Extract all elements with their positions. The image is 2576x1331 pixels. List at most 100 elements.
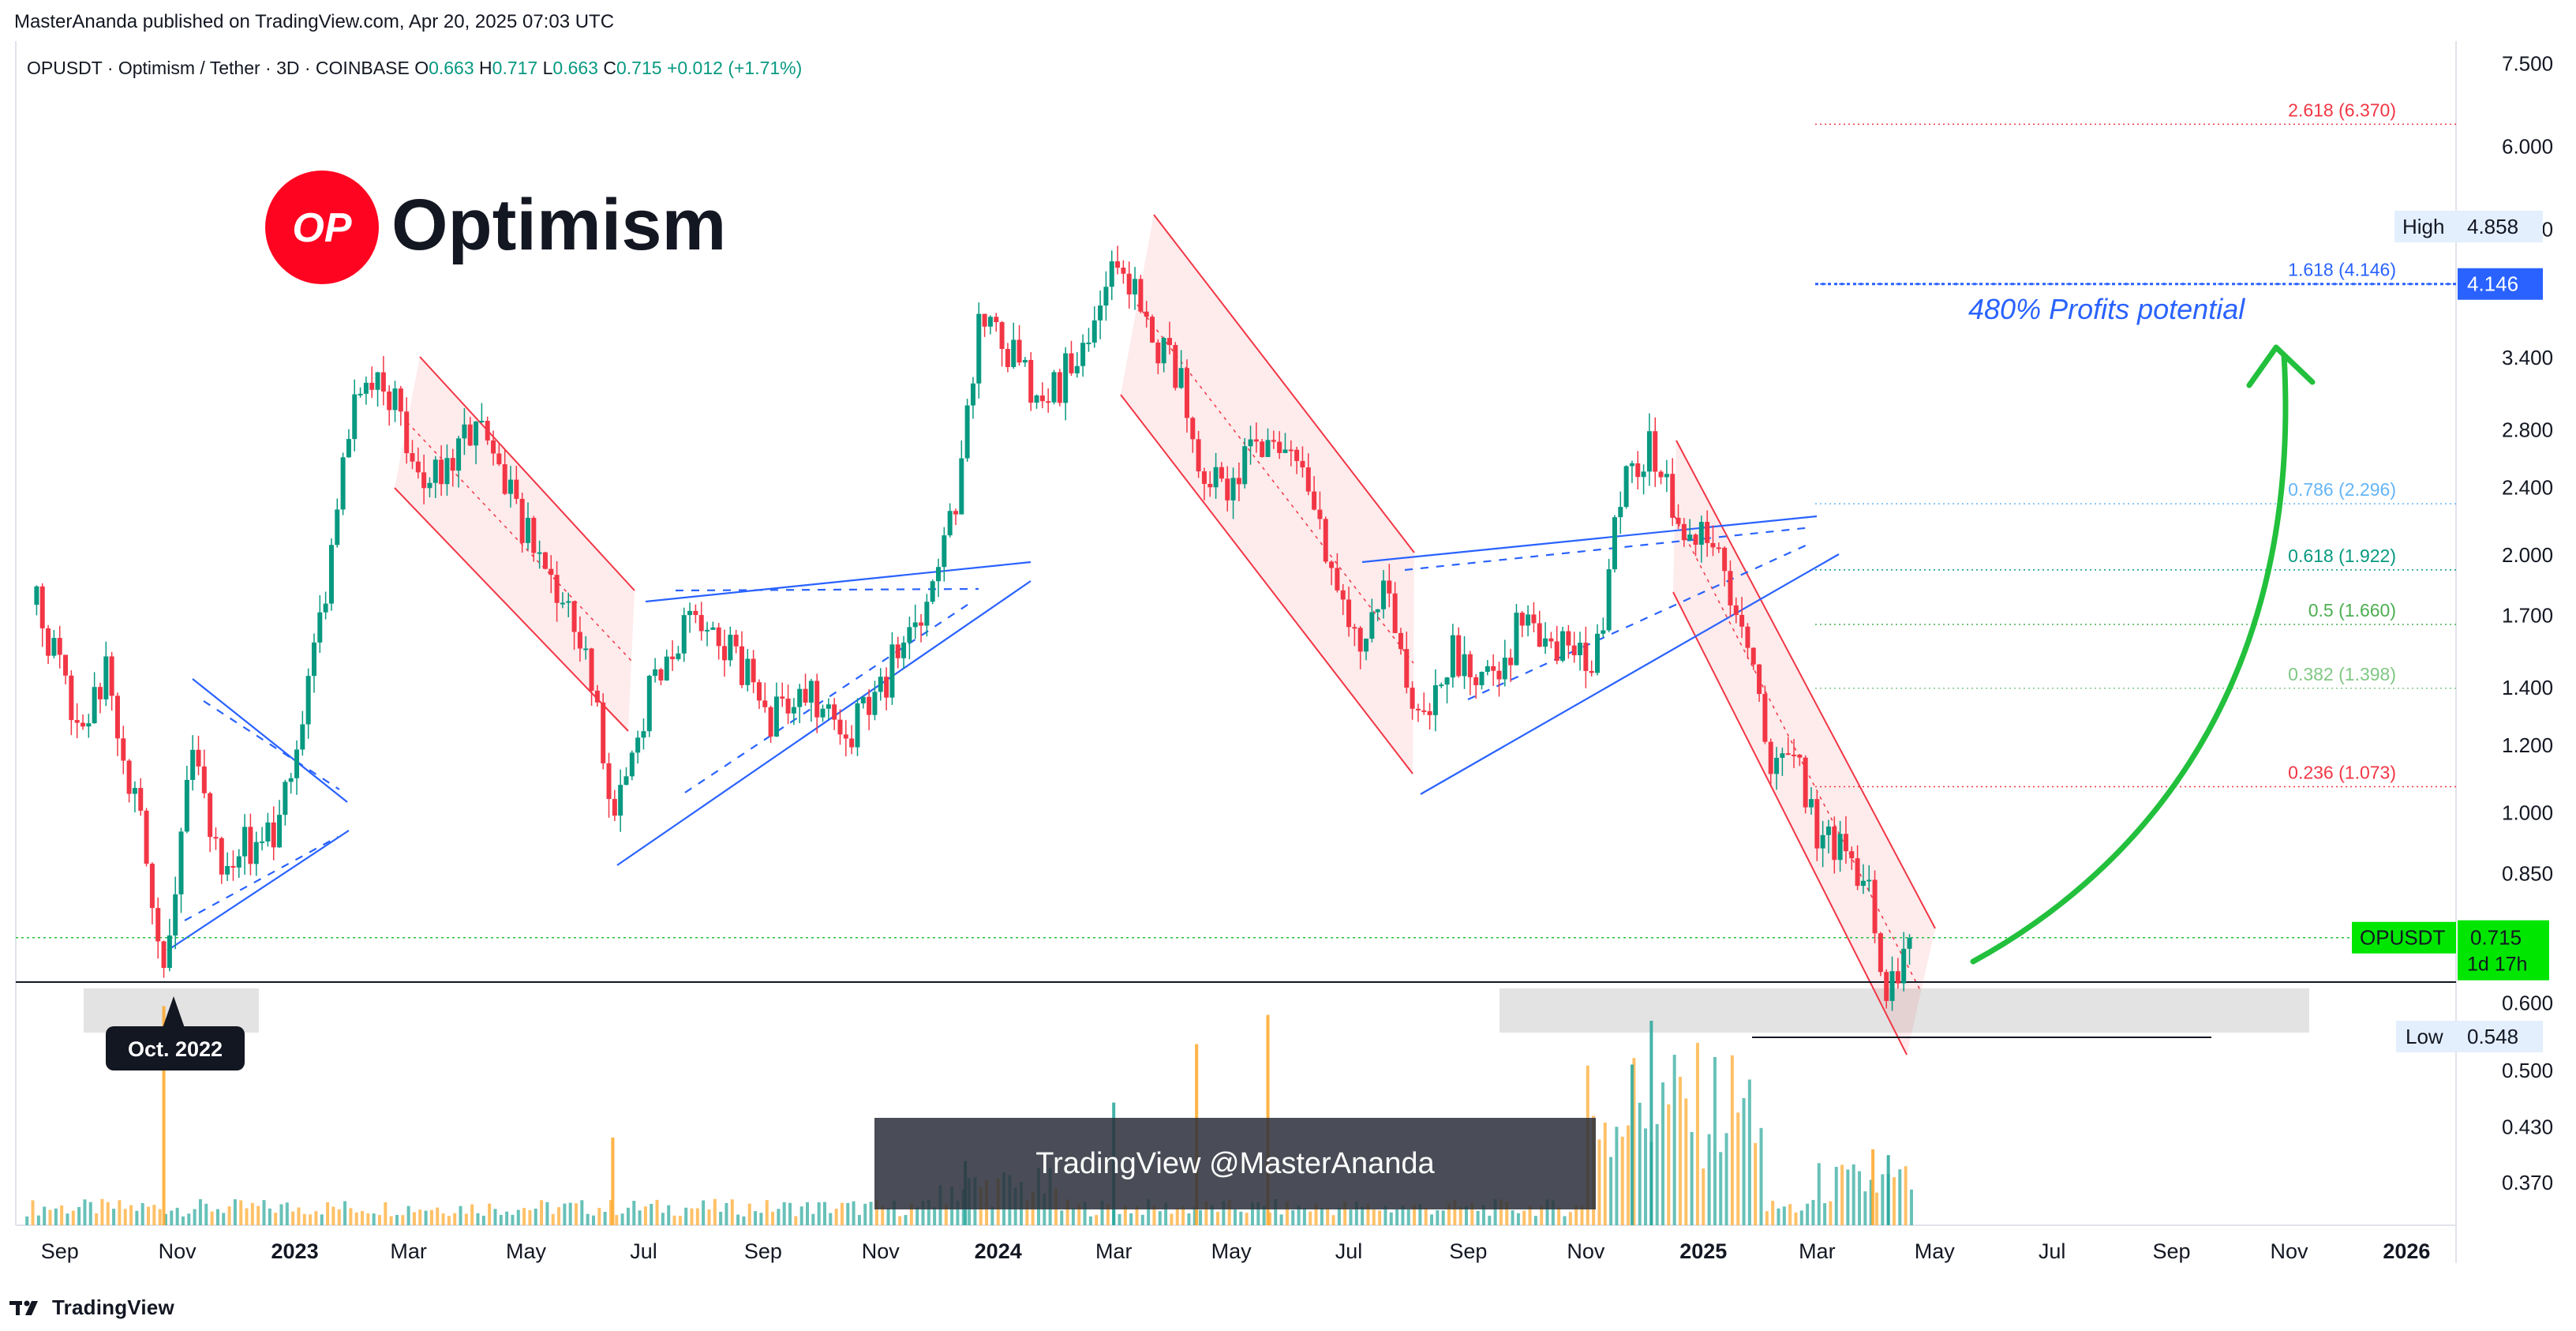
candle-body bbox=[676, 653, 681, 659]
volume-bar bbox=[643, 1206, 647, 1225]
candle-body bbox=[1450, 635, 1455, 678]
candle-body bbox=[542, 552, 548, 569]
volume-bar bbox=[580, 1200, 584, 1225]
low-value: 0.548 bbox=[2467, 1025, 2518, 1048]
volume-bar bbox=[1620, 1136, 1624, 1225]
volume-bar bbox=[1713, 1056, 1717, 1225]
candle-body bbox=[1467, 654, 1473, 677]
volume-bar bbox=[436, 1207, 440, 1225]
candle-body bbox=[1063, 353, 1069, 403]
candle-body bbox=[277, 815, 283, 848]
candle-body bbox=[1410, 688, 1415, 709]
candle-body bbox=[577, 632, 582, 649]
candle-body bbox=[635, 737, 641, 753]
time-tick-label: Mar bbox=[1095, 1239, 1133, 1263]
candle-body bbox=[1554, 641, 1559, 661]
volume-bar bbox=[799, 1206, 803, 1225]
candle-body bbox=[265, 822, 271, 842]
candle-body bbox=[1346, 599, 1352, 628]
candle-body bbox=[1658, 471, 1664, 478]
candle-body bbox=[1479, 672, 1485, 685]
candle-body bbox=[1705, 522, 1710, 543]
published-by-line: MasterAnanda published on TradingView.co… bbox=[14, 11, 615, 32]
volume-bar bbox=[863, 1203, 867, 1225]
volume-bar bbox=[933, 1207, 937, 1225]
fib-level-label: 2.618 (6.370) bbox=[2288, 99, 2396, 120]
volume-bar bbox=[834, 1209, 838, 1225]
candle-body bbox=[86, 723, 92, 727]
volume-bar bbox=[1846, 1169, 1850, 1225]
candle-body bbox=[942, 535, 947, 568]
volume-bar bbox=[516, 1209, 520, 1225]
candle-body bbox=[1432, 685, 1438, 715]
target-price-badge bbox=[2458, 268, 2543, 300]
optimism-logo-name: Optimism bbox=[391, 185, 726, 265]
candle-body bbox=[1739, 614, 1745, 627]
candle-body bbox=[328, 545, 334, 604]
candle-body bbox=[571, 601, 577, 632]
volume-bar bbox=[1267, 1212, 1271, 1225]
volume-bar bbox=[71, 1210, 75, 1225]
candle-body bbox=[1039, 395, 1045, 402]
candle-body bbox=[1832, 826, 1837, 860]
candle-body bbox=[1728, 571, 1733, 606]
volume-bar bbox=[1383, 1205, 1387, 1225]
candle-body bbox=[335, 509, 340, 546]
volume-bar bbox=[563, 1203, 567, 1225]
candle-body bbox=[508, 479, 514, 494]
candle-body bbox=[999, 322, 1005, 350]
volume-bar bbox=[256, 1205, 260, 1225]
volume-bar bbox=[25, 1216, 29, 1225]
tradingview-footer[interactable]: TradingView bbox=[9, 1292, 174, 1323]
candle-body bbox=[69, 675, 74, 721]
candle-body bbox=[1623, 466, 1629, 508]
volume-bar bbox=[568, 1202, 572, 1225]
candle-body bbox=[1780, 753, 1785, 758]
wedge-2024-top-dashed bbox=[1404, 526, 1813, 572]
volume-bar bbox=[1533, 1216, 1537, 1225]
volume-bar bbox=[1106, 1203, 1110, 1225]
volume-bar bbox=[412, 1212, 416, 1225]
volume-bar bbox=[724, 1202, 728, 1225]
volume-bar bbox=[1343, 1202, 1347, 1225]
candle-body bbox=[1519, 613, 1525, 626]
price-chart[interactable]: OPUSDT · Optimism / Tether · 3D · COINBA… bbox=[0, 41, 2576, 1296]
volume-bar bbox=[1707, 1134, 1711, 1225]
candle-body bbox=[167, 935, 172, 969]
candle-body bbox=[693, 610, 698, 616]
candle-body bbox=[1219, 467, 1224, 479]
candle-body bbox=[1288, 449, 1294, 452]
symbol-badge: OPUSDT bbox=[2360, 926, 2445, 950]
volume-bar bbox=[1811, 1199, 1815, 1225]
volume-bar bbox=[1210, 1205, 1214, 1225]
candle-body bbox=[901, 642, 907, 658]
volume-bar bbox=[1406, 1209, 1410, 1225]
candle-body bbox=[1184, 368, 1189, 418]
candle-body bbox=[1080, 343, 1086, 366]
candle-body bbox=[1121, 268, 1126, 274]
price-tick-label: 3.400 bbox=[2502, 346, 2553, 369]
candle-body bbox=[92, 687, 97, 724]
wedge-2024-bottom bbox=[1420, 553, 1840, 795]
volume-bar bbox=[672, 1215, 676, 1225]
volume-bar bbox=[1771, 1201, 1775, 1225]
candle-body bbox=[1213, 467, 1219, 488]
volume-bar bbox=[1227, 1199, 1231, 1225]
volume-bar bbox=[1256, 1202, 1260, 1225]
candle-body bbox=[161, 941, 167, 969]
candle-body bbox=[1635, 463, 1641, 478]
candle-body bbox=[1808, 799, 1814, 808]
volume-bar bbox=[852, 1201, 856, 1225]
candle-body bbox=[1034, 395, 1039, 403]
volume-bar bbox=[129, 1205, 133, 1225]
volume-bar bbox=[1274, 1198, 1278, 1225]
candle-body bbox=[126, 760, 132, 794]
volume-bar bbox=[447, 1216, 451, 1225]
current-price-box bbox=[2458, 920, 2549, 980]
volume-bar bbox=[309, 1214, 313, 1225]
price-tick-label: 0.370 bbox=[2502, 1171, 2553, 1194]
volume-bar bbox=[135, 1210, 139, 1225]
candle-body bbox=[1046, 401, 1051, 403]
candle-body bbox=[1855, 858, 1860, 887]
candle-body bbox=[681, 615, 687, 654]
